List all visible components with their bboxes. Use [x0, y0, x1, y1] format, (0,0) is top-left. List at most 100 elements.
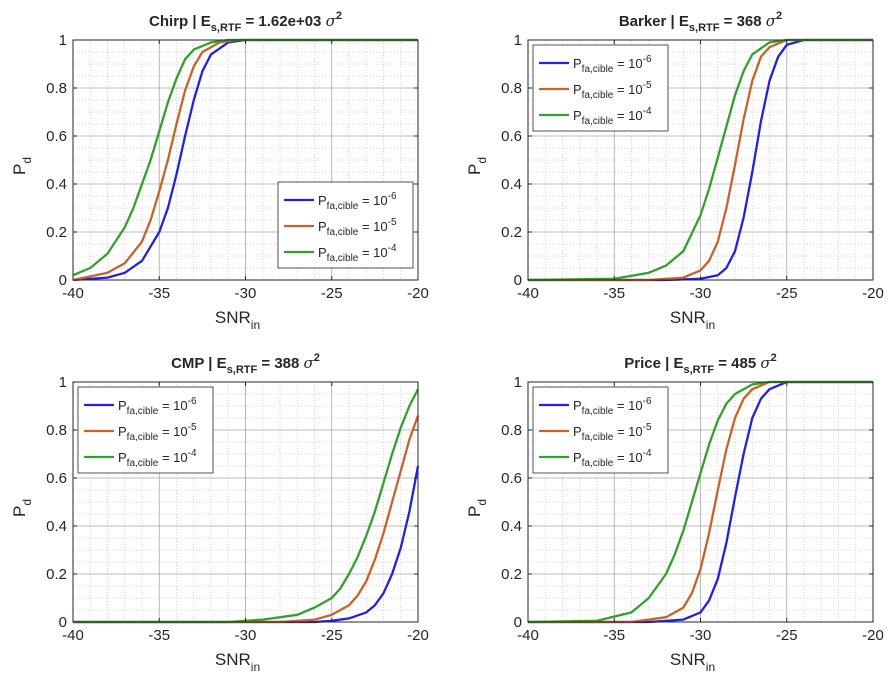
y-axis-label: Pd [10, 157, 34, 175]
legend-main: P [118, 424, 127, 439]
chart-title: Barker | Es,RTF = 368 σ2 [619, 10, 782, 34]
legend-sup: -6 [188, 396, 197, 407]
legend-entry-3: Pfa,cible = 10-4 [573, 106, 652, 127]
y-axis-label: Pd [10, 499, 34, 517]
y-axis-label-sub: d [475, 499, 489, 506]
series-line-1 [528, 380, 873, 624]
x-axis-label: SNRin [670, 650, 715, 674]
legend-eq: = 10 [158, 398, 187, 413]
legend-sup: -5 [643, 422, 652, 433]
legend-sub: fa,cible [582, 458, 614, 469]
legend-entry-1: Pfa,cible = 10-6 [573, 396, 652, 417]
legend-eq: = 10 [613, 82, 642, 97]
series-line-3 [527, 38, 873, 282]
y-tick-label: 0.4 [46, 176, 67, 193]
y-tick-label: 1 [59, 374, 67, 391]
series-line-1 [72, 38, 418, 282]
title-sigma: σ [760, 354, 771, 372]
legend-eq: = 10 [613, 56, 642, 71]
x-tick-label: -25 [776, 627, 798, 644]
legend-sub: fa,cible [127, 458, 159, 469]
y-tick-label: 0.6 [46, 128, 67, 145]
legend-main: P [573, 56, 582, 71]
legend-sup: -5 [388, 217, 397, 228]
legend-entry-2: Pfa,cible = 10-5 [573, 422, 652, 443]
legend-main: P [318, 219, 327, 234]
legend-eq: = 10 [613, 424, 642, 439]
title-sup: 2 [336, 10, 342, 22]
legend-sup: -6 [388, 191, 397, 202]
series-line-3 [73, 388, 420, 624]
y-tick-label: 1 [514, 374, 522, 391]
legend-entry-3: Pfa,cible = 10-4 [573, 448, 652, 469]
legend-sub: fa,cible [582, 432, 614, 443]
x-axis-label-main: SNR [215, 308, 251, 327]
series-line-2 [528, 380, 873, 624]
y-tick-label: 0.4 [46, 518, 67, 535]
x-axis-label-sub: in [251, 660, 260, 674]
x-tick-label: -30 [235, 627, 257, 644]
legend-sub: fa,cible [582, 90, 614, 101]
title-eq: = 1.62e+03 [241, 13, 325, 30]
y-tick-label: 0.4 [501, 518, 522, 535]
y-tick-label: 0.2 [46, 566, 67, 583]
y-tick-label: 0 [514, 272, 522, 289]
legend-sub: fa,cible [327, 201, 359, 212]
legend-sup: -5 [643, 80, 652, 91]
legend-sub: fa,cible [582, 64, 614, 75]
x-axis-label-main: SNR [215, 650, 251, 669]
legend-main: P [118, 398, 127, 413]
series-line-3 [527, 380, 873, 624]
y-tick-label: 0.6 [501, 128, 522, 145]
legend-sub: fa,cible [327, 227, 359, 238]
legend-eq: = 10 [158, 450, 187, 465]
legend-entry-2: Pfa,cible = 10-5 [118, 422, 197, 443]
title-name: Chirp [149, 13, 188, 30]
legend-entry-1: Pfa,cible = 10-6 [573, 54, 652, 75]
y-tick-label: 1 [59, 32, 67, 49]
legend: Pfa,cible = 10-6 Pfa,cible = 10-5 Pfa,cibl… [532, 386, 669, 474]
x-tick-label: -35 [603, 627, 625, 644]
legend-eq: = 10 [358, 219, 387, 234]
y-tick-label: 0.8 [501, 80, 522, 97]
title-sup: 2 [314, 352, 320, 364]
x-tick-label: -30 [690, 285, 712, 302]
x-tick-label: -40 [517, 285, 539, 302]
legend-eq: = 10 [358, 245, 387, 260]
title-sep: | E [666, 13, 689, 30]
y-tick-label: 0.2 [46, 224, 67, 241]
legend-sup: -4 [388, 243, 397, 254]
y-tick-label: 1 [514, 32, 522, 49]
legend-eq: = 10 [613, 108, 642, 123]
legend-entry-3: Pfa,cible = 10-4 [318, 243, 397, 264]
chart-panel-2: -40 -35 -30 -25 -20 0 0.2 0.4 0.6 0.8 1 SNRin Pd Bark… [465, 10, 884, 332]
x-tick-label: -20 [407, 627, 429, 644]
title-name: Barker [619, 13, 667, 30]
y-axis-label-main: P [10, 506, 29, 517]
legend-sub: fa,cible [127, 432, 159, 443]
legend-entry-1: Pfa,cible = 10-6 [318, 191, 397, 212]
legend-eq: = 10 [613, 398, 642, 413]
x-tick-label: -40 [62, 285, 84, 302]
x-axis-label-sub: in [251, 318, 260, 332]
legend-sub: fa,cible [127, 406, 159, 417]
chart-title: Chirp | Es,RTF = 1.62e+03 σ2 [149, 10, 342, 34]
y-tick-label: 0.8 [501, 422, 522, 439]
title-sub: s,RTF [689, 22, 720, 34]
x-tick-label: -35 [603, 285, 625, 302]
title-sub: s,RTF [211, 22, 242, 34]
y-axis-label-sub: d [20, 499, 34, 506]
y-axis-label-sub: d [20, 157, 34, 164]
series-line-2 [528, 38, 873, 282]
series-line-1 [73, 465, 420, 624]
y-tick-label: 0 [514, 614, 522, 631]
chart-panel-4: -40 -35 -30 -25 -20 0 0.2 0.4 0.6 0.8 1 SNRin Pd Pric… [465, 352, 884, 674]
x-tick-label: -40 [517, 627, 539, 644]
legend-entry-3: Pfa,cible = 10-4 [118, 448, 197, 469]
title-eq: = 388 [257, 355, 303, 372]
x-tick-label: -20 [862, 285, 884, 302]
chart-panel-1: -40 -35 -30 -25 -20 0 0.2 0.4 0.6 0.8 1 SNRin Pd Chir… [10, 10, 429, 332]
series-line-1 [528, 38, 873, 282]
